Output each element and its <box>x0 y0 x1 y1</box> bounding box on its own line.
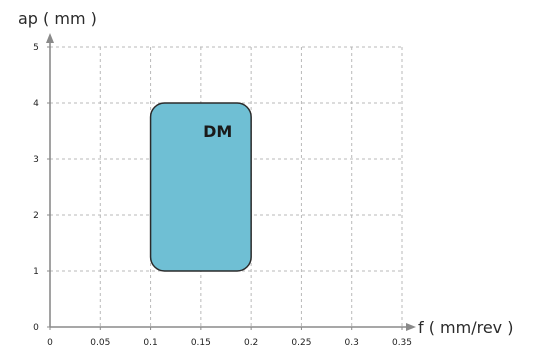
x-tick-label: 0.35 <box>392 338 412 348</box>
regions: DM <box>149 102 252 272</box>
axes <box>46 33 416 331</box>
x-tick-label: 0.2 <box>244 338 258 348</box>
y-axis-title: ap ( mm ) <box>18 9 97 28</box>
x-tick-label: 0.05 <box>90 338 110 348</box>
x-tick-label: 0 <box>47 338 53 348</box>
x-tick-label: 0.1 <box>143 338 157 348</box>
region-label: DM <box>203 122 232 141</box>
y-axis-arrow-icon <box>46 33 54 43</box>
x-tick-label: 0.25 <box>291 338 311 348</box>
y-tick-label: 5 <box>33 43 39 53</box>
y-tick-label: 2 <box>33 211 39 221</box>
x-axis-arrow-icon <box>406 323 416 331</box>
x-tick-label: 0.15 <box>191 338 211 348</box>
y-tick-label: 3 <box>33 155 39 165</box>
tick-labels: 0 0.05 0.1 0.15 0.2 0.25 0.3 0.35 0 1 2 3 4 5 <box>33 43 412 348</box>
x-axis-title: f ( mm/rev ) <box>418 318 513 337</box>
x-tick-label: 0.3 <box>345 338 359 348</box>
y-tick-label: 4 <box>33 99 39 109</box>
y-tick-label: 1 <box>33 267 39 277</box>
y-tick-label: 0 <box>33 323 39 333</box>
region-dm <box>149 102 252 272</box>
